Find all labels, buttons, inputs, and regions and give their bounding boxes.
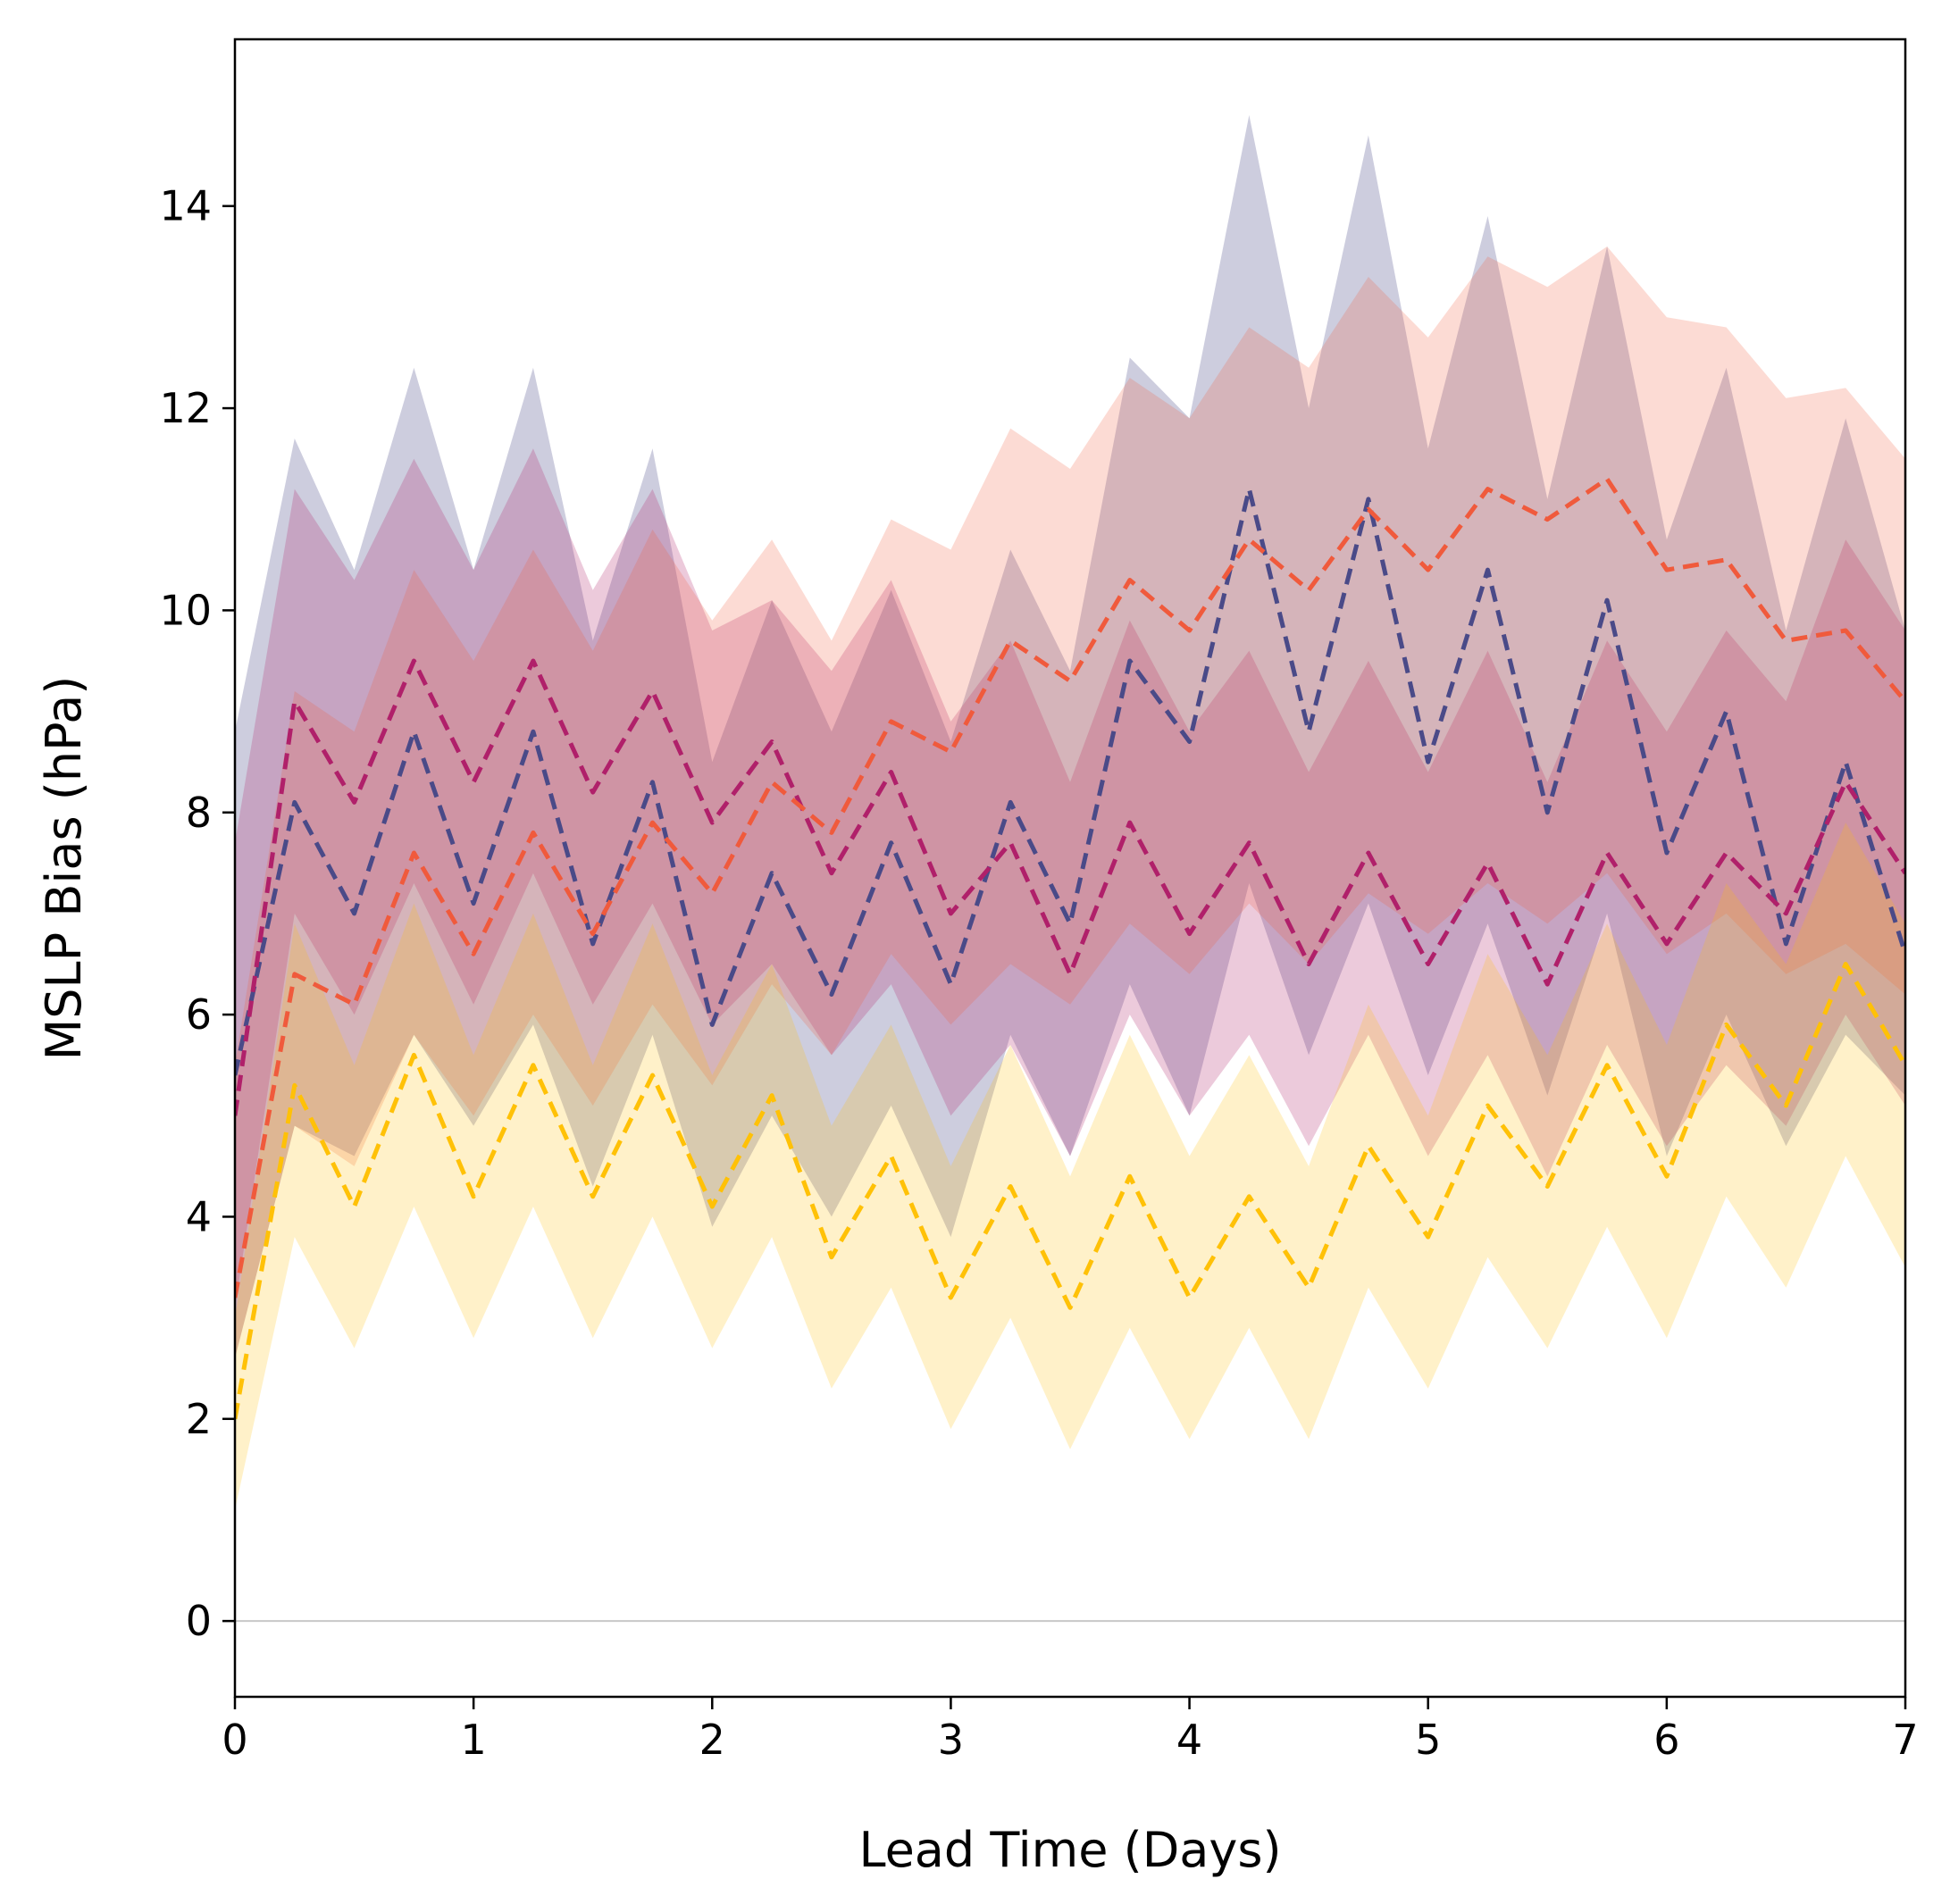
plot-area xyxy=(235,114,1905,1623)
y-tick-label: 2 xyxy=(186,1395,212,1443)
y-tick-label: 4 xyxy=(186,1192,212,1240)
y-tick-label: 0 xyxy=(186,1597,212,1645)
y-axis-label: MSLP Bias (hPa) xyxy=(36,676,92,1061)
x-tick-label: 4 xyxy=(1176,1716,1202,1764)
y-tick-label: 10 xyxy=(159,586,212,634)
y-tick-label: 8 xyxy=(186,789,212,837)
series-3-band xyxy=(235,246,1905,1358)
x-tick-label: 6 xyxy=(1653,1716,1679,1764)
y-tick-label: 12 xyxy=(159,384,212,432)
series-4-band xyxy=(235,823,1905,1510)
x-tick-label: 5 xyxy=(1415,1716,1441,1764)
series-1-band xyxy=(235,114,1905,1358)
x-tick-label: 2 xyxy=(699,1716,725,1764)
y-axis: 0 2 4 6 8 10 12 14 xyxy=(159,182,235,1645)
x-axis-label: Lead Time (Days) xyxy=(858,1822,1281,1878)
series-4-line xyxy=(235,962,1905,1420)
confidence-bands xyxy=(235,114,1905,1510)
y-tick-label: 14 xyxy=(159,182,212,230)
series-2-band xyxy=(235,448,1905,1308)
x-tick-label: 3 xyxy=(938,1716,964,1764)
series-2-line xyxy=(235,658,1905,1116)
x-tick-label: 1 xyxy=(461,1716,487,1764)
series-3-line xyxy=(235,476,1905,1299)
y-tick-label: 6 xyxy=(186,990,212,1039)
x-axis: 0 1 2 3 4 5 6 7 xyxy=(222,1697,1919,1764)
series-1-line xyxy=(235,487,1905,1076)
plot-frame xyxy=(233,38,1907,1699)
x-tick-label: 7 xyxy=(1892,1716,1918,1764)
x-tick-label: 0 xyxy=(222,1716,247,1764)
series-lines xyxy=(235,476,1905,1420)
